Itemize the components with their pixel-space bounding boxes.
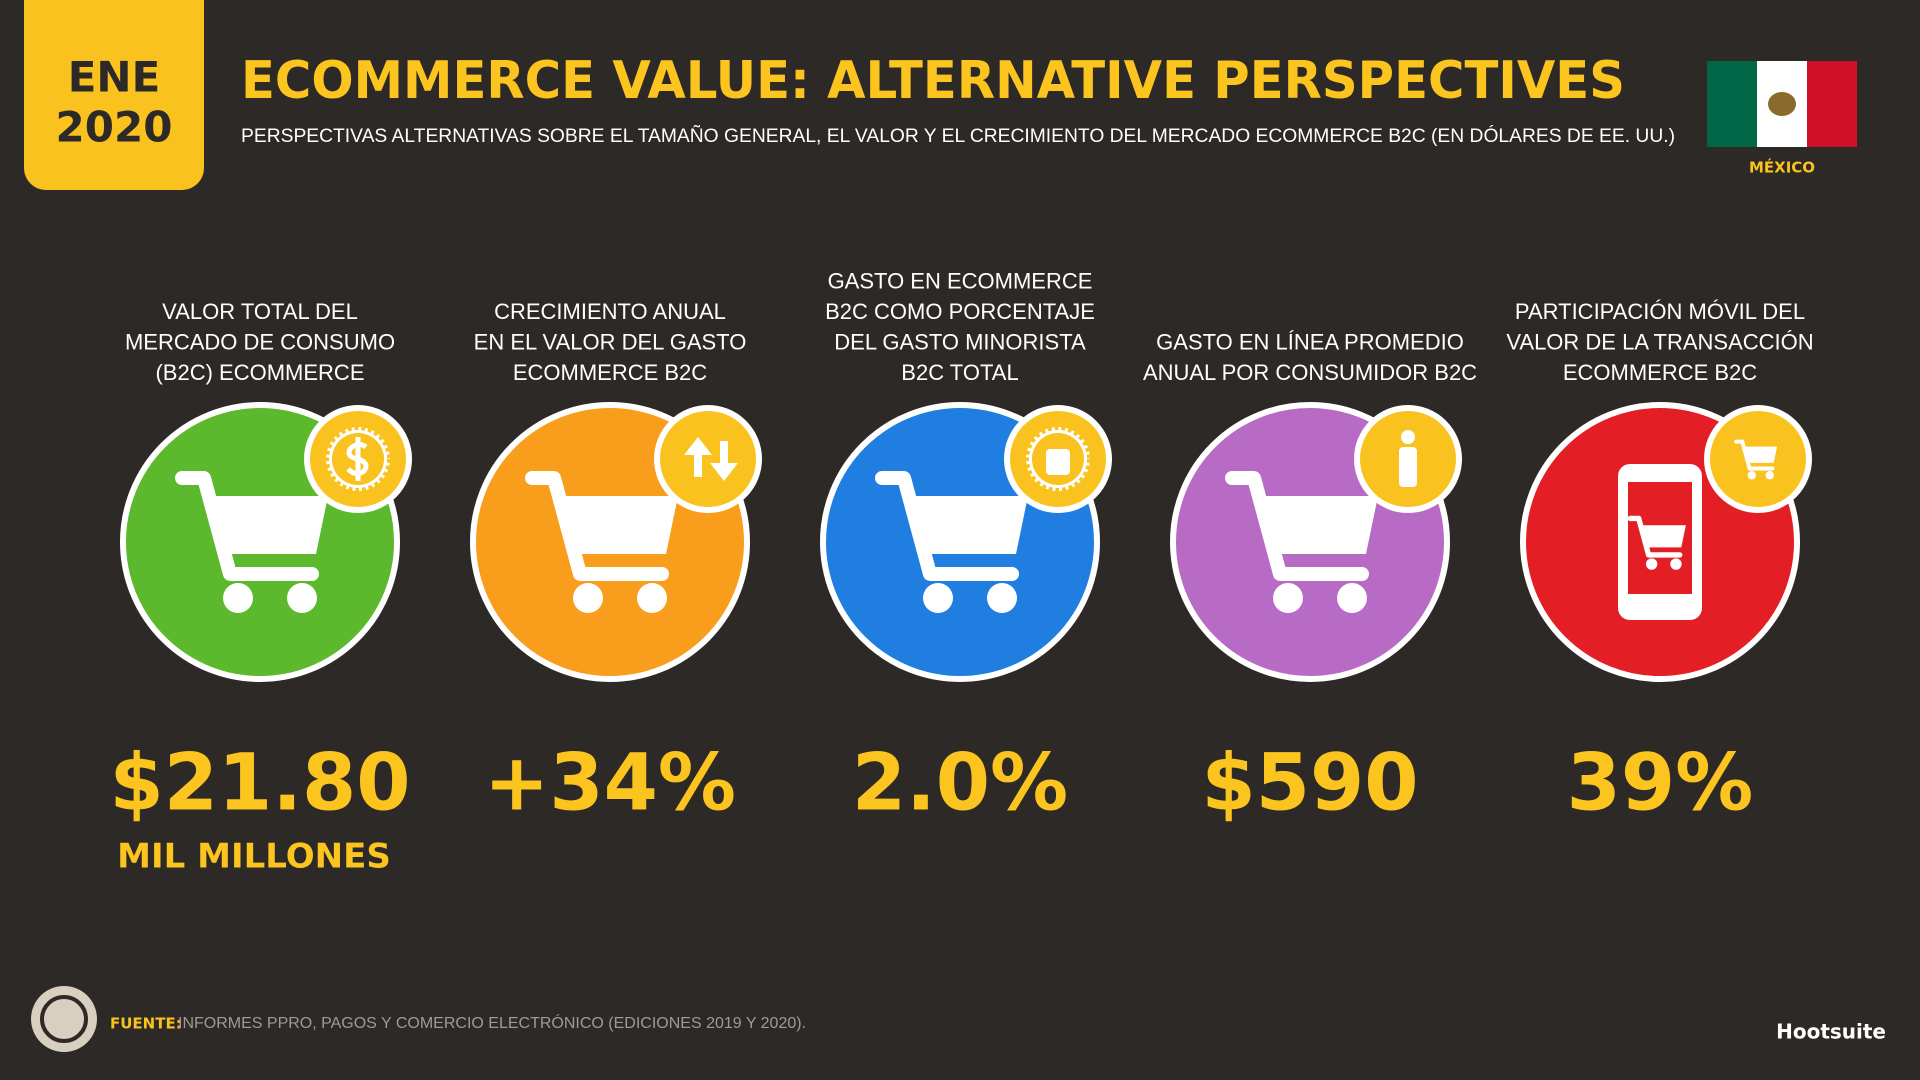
card-value: 39% bbox=[1567, 738, 1754, 828]
flag bbox=[1707, 61, 1857, 147]
card-label: GASTO EN ECOMMERCE bbox=[828, 268, 1093, 293]
card-value: $590 bbox=[1201, 738, 1418, 828]
card-label: VALOR TOTAL DEL bbox=[162, 299, 358, 324]
badge-icon-bag bbox=[1046, 449, 1070, 475]
card-label: B2C COMO PORCENTAJE bbox=[825, 299, 1095, 324]
subtitle: PERSPECTIVAS ALTERNATIVAS SOBRE EL TAMAÑ… bbox=[241, 125, 1675, 147]
card-value: 2.0% bbox=[852, 738, 1068, 828]
card-label: ECOMMERCE B2C bbox=[513, 360, 707, 385]
badge-month: ENE bbox=[68, 53, 161, 102]
card-label: ECOMMERCE B2C bbox=[1563, 360, 1757, 385]
source-logo-ring bbox=[40, 995, 88, 1043]
date-badge bbox=[24, 0, 204, 190]
card-label: VALOR DE LA TRANSACCIÓN bbox=[1506, 329, 1813, 354]
title: ECOMMERCE VALUE: ALTERNATIVE PERSPECTIVE… bbox=[241, 51, 1625, 111]
card-value: $21.80 bbox=[110, 738, 411, 828]
card-label: (B2C) ECOMMERCE bbox=[155, 360, 364, 385]
brand: Hootsuite bbox=[1776, 1020, 1886, 1044]
card-value: +34% bbox=[484, 738, 736, 828]
source-label: FUENTE: bbox=[110, 1015, 182, 1033]
badge-icon-dollar bbox=[346, 437, 369, 481]
badge-icon-arrows bbox=[684, 437, 738, 481]
card-unit: MIL MILLONES bbox=[117, 837, 391, 877]
country: MÉXICO bbox=[1749, 158, 1815, 177]
card-label: CRECIMIENTO ANUAL bbox=[494, 299, 726, 324]
card-label: MERCADO DE CONSUMO bbox=[125, 329, 395, 354]
badge-year: 2020 bbox=[56, 103, 173, 152]
card: VALOR TOTAL DEL MERCADO DE CONSUMO (B2C) E… bbox=[110, 299, 412, 877]
icon-badge bbox=[654, 405, 762, 513]
card-label: EN EL VALOR DEL GASTO bbox=[474, 329, 747, 354]
card: GASTO EN LÍNEA PROMEDIO ANUAL POR CONSUMI… bbox=[1143, 329, 1477, 828]
source-text: INFORMES PPRO, PAGOS Y COMERCIO ELECTRÓN… bbox=[178, 1013, 806, 1032]
card-label: PARTICIPACIÓN MÓVIL DEL bbox=[1515, 299, 1805, 324]
card-label: DEL GASTO MINORISTA bbox=[834, 329, 1086, 354]
badge-icon-body bbox=[1399, 447, 1417, 487]
card-label: B2C TOTAL bbox=[901, 360, 1018, 385]
card: PARTICIPACIÓN MÓVIL DEL VALOR DE LA TRANS… bbox=[1506, 299, 1813, 829]
card-label: ANUAL POR CONSUMIDOR B2C bbox=[1143, 360, 1477, 385]
card: GASTO EN ECOMMERCE B2C COMO PORCENTAJE DEL… bbox=[820, 268, 1112, 828]
card-label: GASTO EN LÍNEA PROMEDIO bbox=[1156, 329, 1464, 354]
card: CRECIMIENTO ANUAL EN EL VALOR DEL GASTO EC… bbox=[470, 299, 762, 828]
badge-icon-head bbox=[1401, 430, 1415, 444]
